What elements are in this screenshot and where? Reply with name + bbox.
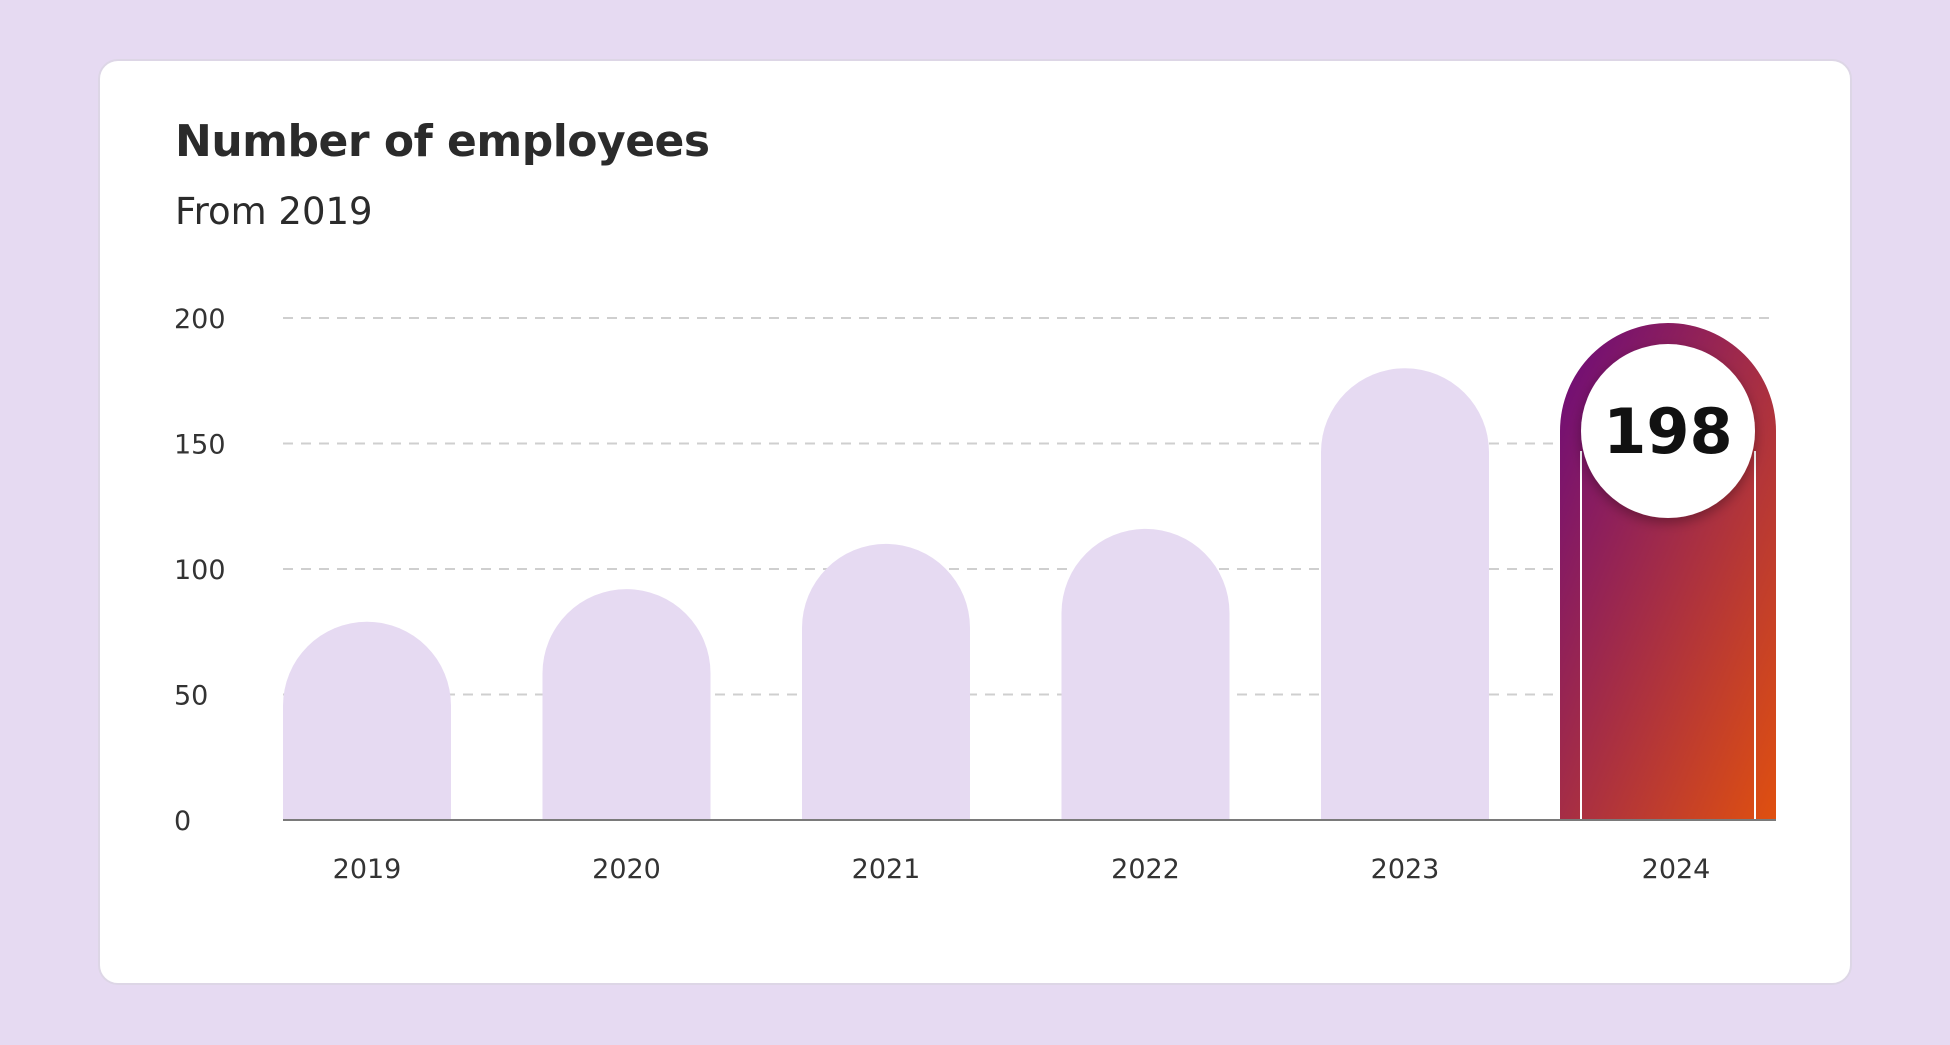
chart-subtitle: From 2019 (175, 190, 373, 233)
x-tick-2019: 2019 (333, 854, 402, 885)
bar-2023 (1321, 368, 1489, 820)
bars: 198 (283, 323, 1776, 820)
y-tick-0: 0 (174, 806, 191, 837)
chart-title: Number of employees (175, 116, 710, 167)
highlight-value-badge (1581, 344, 1755, 519)
y-tick-50: 50 (174, 681, 208, 712)
x-tick-2024: 2024 (1642, 854, 1711, 885)
grid-lines (283, 317, 1776, 696)
bar-2021 (802, 543, 970, 820)
bar-2022 (1061, 528, 1230, 820)
bar-2020 (542, 589, 711, 820)
y-tick-100: 100 (174, 555, 226, 586)
x-tick-2022: 2022 (1111, 854, 1180, 885)
x-tick-2023: 2023 (1371, 854, 1440, 885)
chart-card (98, 59, 1852, 985)
y-tick-200: 200 (174, 304, 226, 335)
highlight-value-label: 198 (1603, 395, 1732, 468)
bar-2019 (283, 621, 451, 820)
x-tick-2021: 2021 (852, 854, 921, 885)
y-tick-150: 150 (174, 430, 226, 461)
x-tick-2020: 2020 (592, 854, 661, 885)
axes: 0 50 100 150 200 2019 2020 2021 2022 2023 2024 (174, 304, 1776, 885)
